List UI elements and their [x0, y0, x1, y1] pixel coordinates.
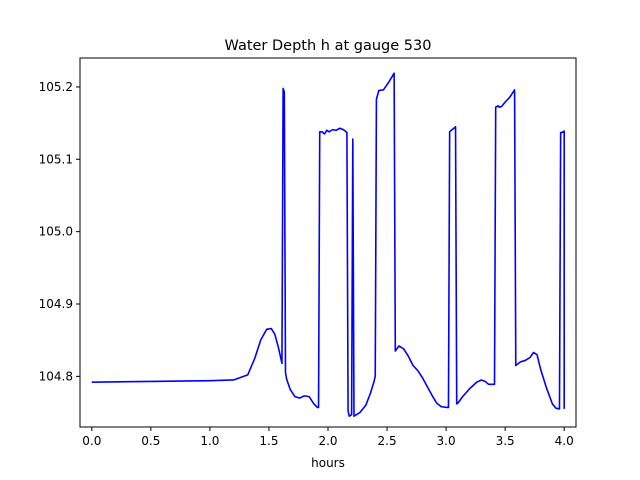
y-tick-label: 105.0	[39, 225, 73, 239]
axes-frame	[79, 57, 577, 428]
x-tick-label: 3.0	[437, 434, 456, 448]
x-tick-label: 0.5	[141, 434, 160, 448]
y-tick-label: 104.8	[39, 369, 73, 383]
y-tick-label: 105.1	[39, 152, 73, 166]
x-tick-label: 2.5	[378, 434, 397, 448]
x-tick-label: 2.0	[318, 434, 337, 448]
x-tick-label: 4.0	[555, 434, 574, 448]
y-tick-label: 105.2	[39, 80, 73, 94]
plot-area	[91, 72, 565, 417]
x-axis-label: hours	[311, 456, 345, 470]
x-tick-label: 1.0	[200, 434, 219, 448]
series-line-1	[91, 72, 565, 417]
y-axis: 104.8 104.9 105.0 105.1 105.2	[39, 80, 80, 383]
x-tick-label: 3.5	[496, 434, 515, 448]
chart-title: Water Depth h at gauge 530	[225, 38, 432, 54]
x-tick-label: 1.5	[259, 434, 278, 448]
plot-frame	[79, 57, 577, 428]
x-tick-label: 0.0	[82, 434, 101, 448]
x-axis: 0.0 0.5 1.0 1.5 2.0 2.5 3.0 3.5 4.0	[82, 427, 574, 448]
y-tick-label: 104.9	[39, 297, 73, 311]
